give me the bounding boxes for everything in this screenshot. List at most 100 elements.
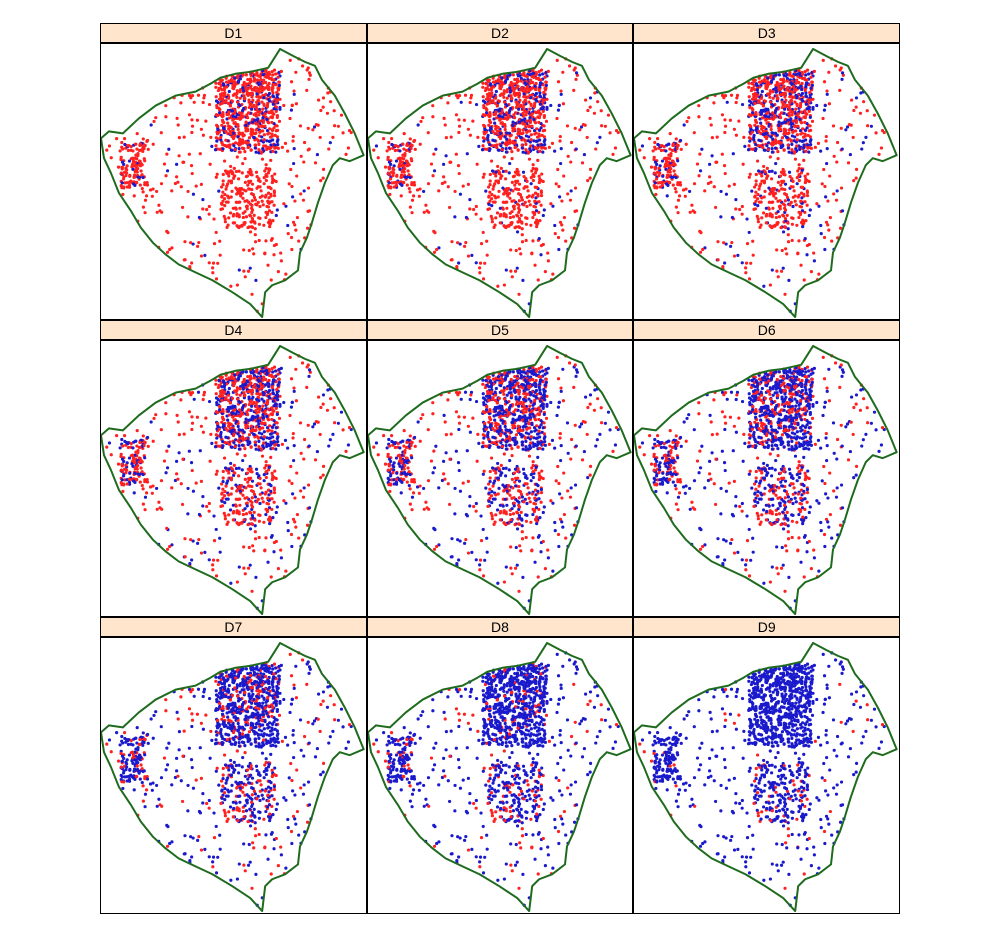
red-point xyxy=(218,389,223,394)
red-point xyxy=(512,77,517,82)
red-point xyxy=(246,225,250,230)
red-point xyxy=(539,179,543,183)
red-point xyxy=(220,118,225,122)
red-point xyxy=(785,252,789,256)
red-point xyxy=(248,400,252,404)
red-point xyxy=(412,181,416,185)
red-point xyxy=(245,174,250,178)
red-point xyxy=(333,421,337,425)
red-point xyxy=(793,199,798,203)
red-point xyxy=(544,80,548,84)
red-point xyxy=(246,170,251,174)
blue-point xyxy=(165,466,170,470)
red-point xyxy=(498,176,502,180)
red-point xyxy=(228,422,232,426)
red-point xyxy=(234,141,238,145)
blue-point xyxy=(225,481,229,485)
red-point xyxy=(385,149,389,153)
red-point xyxy=(227,493,231,497)
blue-point xyxy=(201,197,205,202)
red-point xyxy=(239,186,244,191)
blue-point xyxy=(732,152,736,156)
red-point xyxy=(505,90,509,94)
red-point xyxy=(788,175,793,179)
red-point xyxy=(170,486,174,490)
red-point xyxy=(400,142,405,146)
red-point xyxy=(786,195,790,199)
red-point xyxy=(332,109,336,113)
blue-point xyxy=(132,182,136,186)
red-point xyxy=(344,449,348,453)
red-point xyxy=(497,84,502,88)
red-point xyxy=(151,187,155,191)
red-point xyxy=(531,163,535,167)
red-point xyxy=(412,183,416,187)
red-point xyxy=(653,165,657,169)
red-point xyxy=(245,501,249,505)
red-point xyxy=(207,501,211,506)
red-point xyxy=(504,206,509,210)
red-point xyxy=(454,152,458,156)
blue-point xyxy=(500,141,504,145)
red-point xyxy=(306,66,310,70)
red-point xyxy=(391,171,395,175)
red-point xyxy=(537,88,541,92)
red-point xyxy=(729,118,733,122)
red-point xyxy=(754,97,758,101)
red-point xyxy=(250,95,254,99)
red-point xyxy=(504,111,508,115)
map-svg xyxy=(634,47,898,319)
red-point xyxy=(402,167,406,171)
blue-point xyxy=(315,153,319,157)
blue-point xyxy=(654,160,658,164)
red-point xyxy=(474,204,478,209)
red-point xyxy=(730,240,734,245)
red-point xyxy=(276,270,280,274)
red-point xyxy=(294,525,298,529)
red-point xyxy=(697,174,701,178)
red-point xyxy=(714,160,718,164)
red-point xyxy=(534,72,538,76)
blue-point xyxy=(203,253,207,257)
red-point xyxy=(140,173,144,177)
red-point xyxy=(530,86,534,90)
red-point xyxy=(264,80,268,85)
red-point xyxy=(307,147,311,151)
red-point xyxy=(259,426,263,430)
blue-point xyxy=(243,507,247,511)
blue-point xyxy=(786,227,791,231)
red-point xyxy=(402,170,406,174)
red-point xyxy=(228,145,232,150)
red-point xyxy=(536,210,541,214)
blue-point xyxy=(257,448,261,452)
red-point xyxy=(774,138,778,142)
blue-point xyxy=(841,71,845,75)
red-point xyxy=(530,215,535,220)
red-point xyxy=(258,179,262,183)
blue-point xyxy=(528,116,532,120)
red-point xyxy=(661,180,665,184)
blue-point xyxy=(535,139,539,143)
red-point xyxy=(777,275,781,279)
red-point xyxy=(477,271,482,275)
red-point xyxy=(228,442,232,447)
red-point xyxy=(408,190,412,194)
red-point xyxy=(249,73,253,78)
red-point xyxy=(226,101,231,105)
red-point xyxy=(134,142,138,146)
blue-point xyxy=(522,92,526,96)
red-point xyxy=(516,192,520,196)
blue-point xyxy=(262,473,266,477)
red-point xyxy=(268,72,272,76)
red-point xyxy=(187,113,192,117)
red-point xyxy=(448,160,452,164)
red-point xyxy=(471,207,475,212)
red-point xyxy=(822,167,826,172)
red-point xyxy=(530,112,534,116)
red-point xyxy=(593,147,597,151)
red-point xyxy=(243,210,247,214)
blue-point xyxy=(254,575,258,579)
blue-point xyxy=(494,170,498,174)
red-point xyxy=(467,207,472,211)
red-point xyxy=(674,186,678,191)
